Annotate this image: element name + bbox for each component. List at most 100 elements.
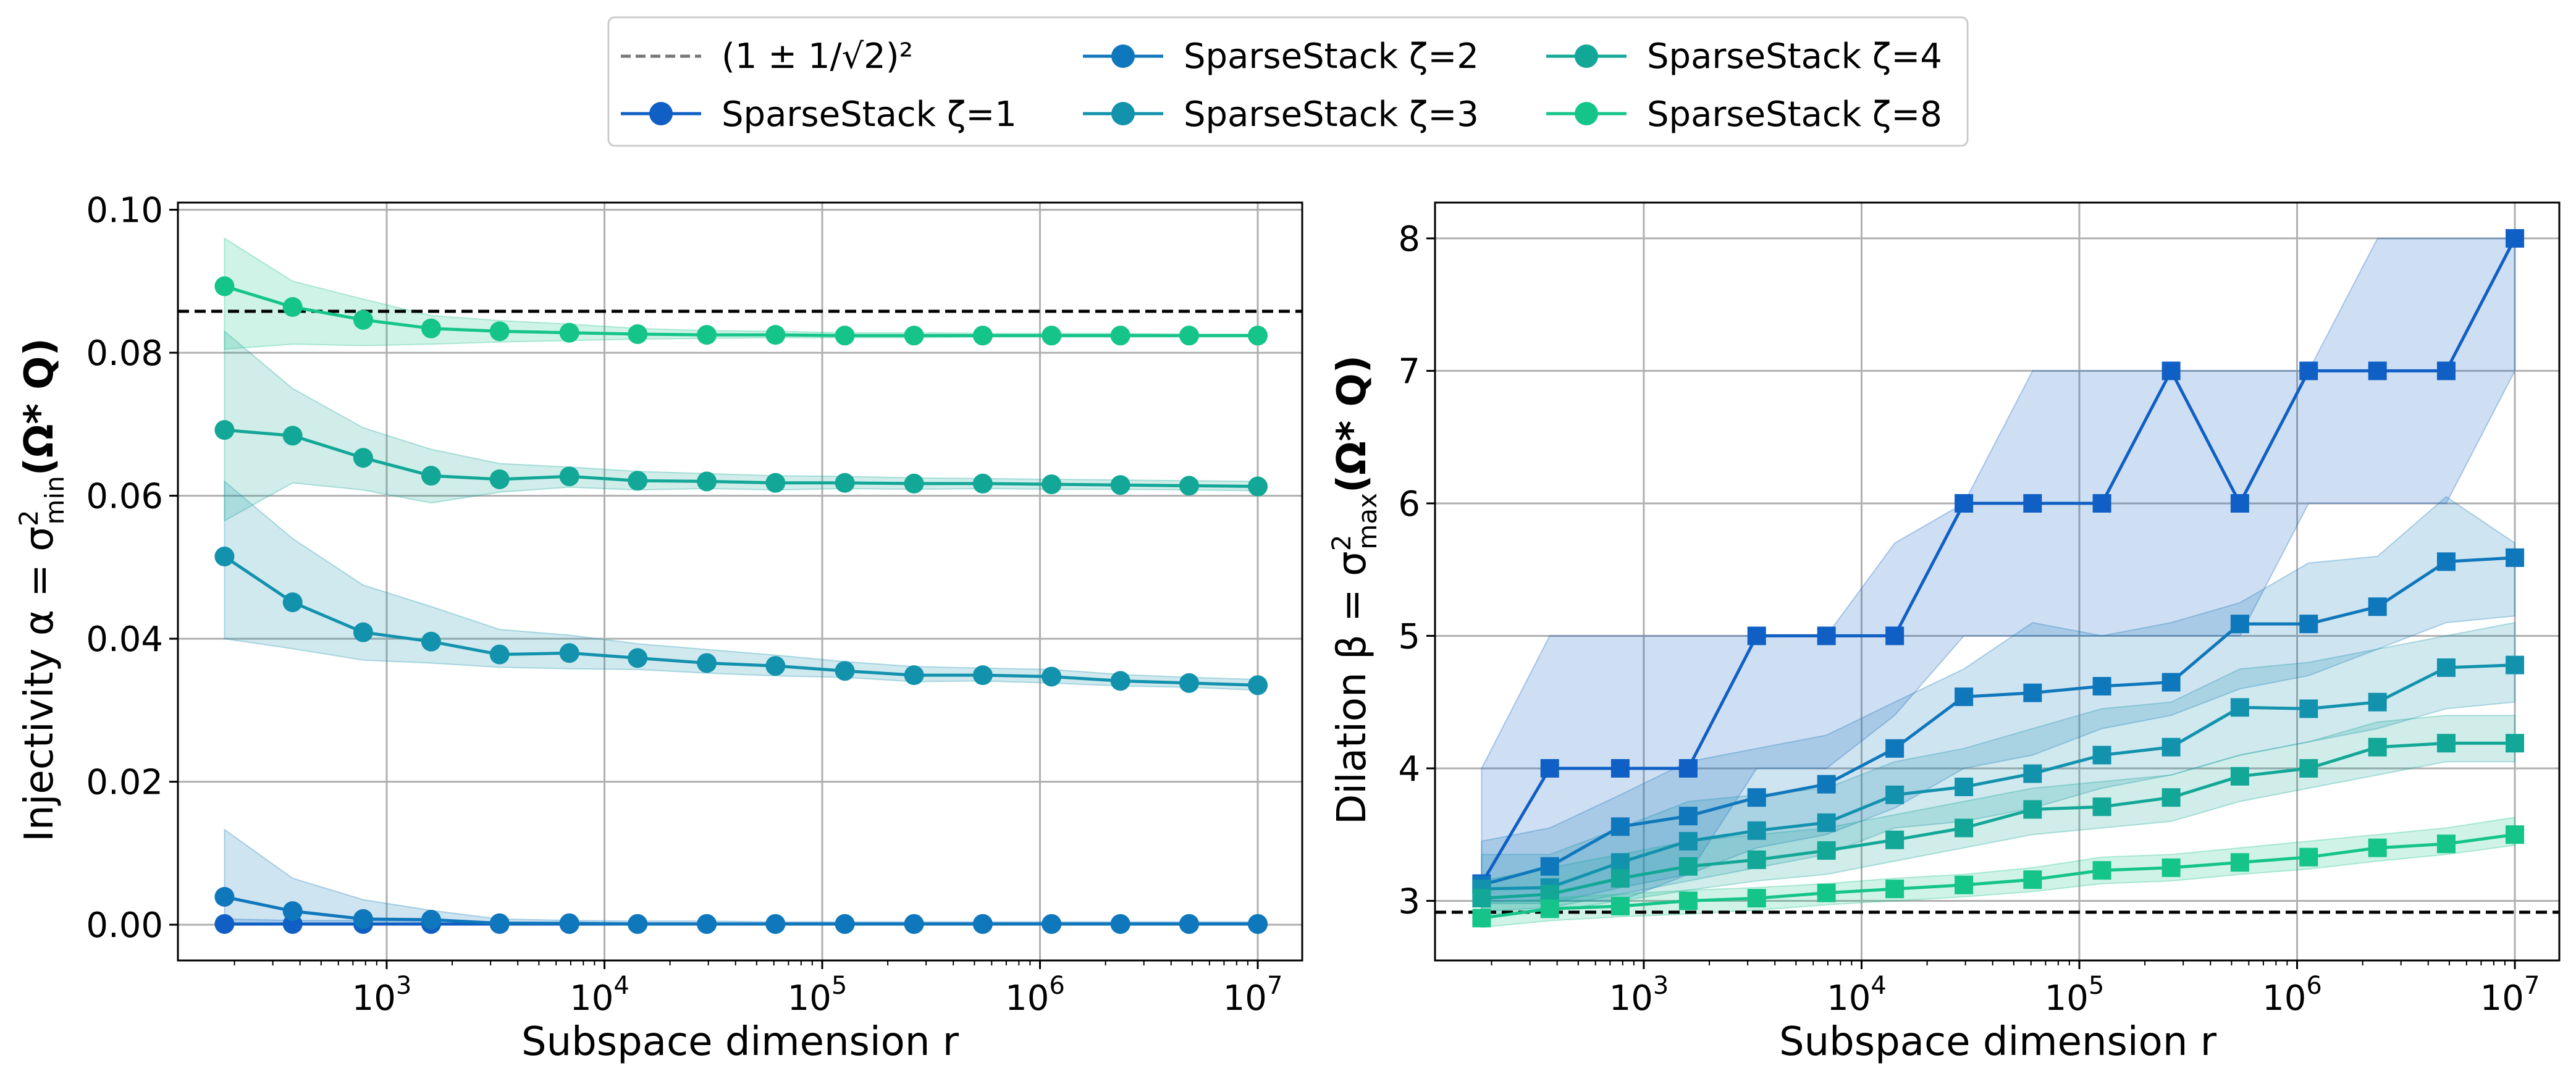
- dilation-point: [1678, 857, 1698, 876]
- injectivity-point: [353, 309, 373, 330]
- injectivity-point: [1179, 914, 1199, 934]
- dilation-point: [1747, 889, 1766, 908]
- legend-marker-zeta-8: [1575, 102, 1598, 125]
- dilation-point: [1817, 626, 1836, 645]
- injectivity-point: [214, 276, 235, 296]
- dilation-point: [1747, 821, 1766, 840]
- injectivity-point: [282, 297, 303, 317]
- dilation-point: [1885, 880, 1905, 899]
- injectivity-point: [1179, 673, 1199, 693]
- dilation-point: [2230, 767, 2249, 786]
- injectivity-point: [765, 656, 786, 676]
- injectivity-x-tick-label: 103: [352, 972, 412, 1019]
- injectivity-y-axis-label: Injectivity α = σ2min(Ω* Q): [14, 338, 70, 842]
- injectivity-point: [1042, 914, 1062, 934]
- injectivity-point: [559, 466, 579, 487]
- dilation-point: [2161, 673, 2181, 692]
- dilation-point: [1747, 626, 1766, 645]
- injectivity-point: [904, 665, 924, 686]
- injectivity-point: [353, 909, 373, 929]
- injectivity-point: [765, 325, 786, 345]
- dilation-point: [1885, 626, 1905, 645]
- dilation-point: [1540, 899, 1559, 918]
- injectivity-point: [1248, 914, 1268, 934]
- dilation-x-tick-label: 104: [1827, 972, 1887, 1019]
- dilation-y-tick-label: 7: [1398, 351, 1420, 392]
- injectivity-point: [835, 661, 855, 681]
- injectivity-line-series-4: [224, 285, 1258, 337]
- dilation-x-tick-label: 107: [2480, 972, 2540, 1019]
- legend-entry-zeta-4: SparseStack ζ=4: [1546, 36, 1942, 77]
- injectivity-point: [697, 914, 717, 934]
- dilation-point: [1817, 775, 1836, 794]
- dilation-point: [2368, 838, 2387, 857]
- legend-marker-zeta-3: [1111, 102, 1135, 125]
- dilation-point: [2299, 361, 2318, 380]
- dilation-point: [2092, 676, 2111, 695]
- injectivity-ticks: 0.00 0.02 0.04 0.06 0.08 0.10 103 104 105 106 107: [86, 191, 1282, 1019]
- dilation-point: [2299, 699, 2318, 718]
- injectivity-point: [1110, 914, 1130, 934]
- dilation-point: [1955, 818, 1974, 838]
- legend-marker-zeta-2: [1111, 44, 1135, 68]
- dilation-point: [2506, 825, 2525, 844]
- dilation-point: [1747, 788, 1766, 807]
- dilation-panel: 3 4 5 6 7 8 103 104 105 106 107 Subspace dimension…: [1326, 201, 2561, 1065]
- injectivity-point: [1110, 475, 1130, 495]
- dilation-point: [1610, 853, 1630, 872]
- dilation-point: [2436, 658, 2456, 677]
- dilation-lines: [1480, 237, 2517, 920]
- dilation-point: [2436, 734, 2456, 753]
- injectivity-point: [904, 473, 924, 494]
- injectivity-point: [765, 473, 786, 493]
- dilation-point: [2230, 615, 2249, 634]
- injectivity-point: [1179, 326, 1199, 346]
- injectivity-point: [1248, 675, 1268, 695]
- dilation-markers: [1472, 229, 2525, 928]
- dilation-point: [1678, 807, 1698, 826]
- dilation-point: [2436, 552, 2456, 571]
- injectivity-point: [421, 910, 441, 930]
- dilation-point: [1610, 869, 1630, 888]
- dilation-point: [1610, 758, 1630, 778]
- dilation-band-series-2: [1481, 621, 2515, 912]
- dilation-line-series-0: [1480, 237, 2517, 884]
- injectivity-markers: [214, 276, 1268, 934]
- injectivity-point: [765, 914, 786, 934]
- dilation-point: [2092, 861, 2111, 880]
- dilation-point: [2023, 494, 2042, 513]
- legend-label-zeta-4: SparseStack ζ=4: [1647, 36, 1942, 77]
- injectivity-point: [489, 913, 510, 933]
- dilation-point: [1955, 687, 1974, 707]
- dilation-point: [1955, 875, 1974, 894]
- legend-entry-zeta-1: SparseStack ζ=1: [621, 95, 1017, 135]
- legend-label-zeta-3: SparseStack ζ=3: [1184, 95, 1479, 135]
- dilation-y-tick-label: 4: [1398, 749, 1420, 789]
- dilation-point: [1885, 739, 1905, 758]
- dilation-point: [1955, 777, 1974, 796]
- injectivity-x-axis-label: Subspace dimension r: [521, 1019, 959, 1065]
- dilation-x-tick-label: 105: [2045, 972, 2105, 1019]
- legend-label-reference: (1 ± 1/√2)²: [722, 36, 913, 77]
- dilation-line-series-4: [1481, 833, 2515, 920]
- dilation-point: [1747, 850, 1766, 869]
- dilation-x-tick-label: 106: [2262, 972, 2322, 1019]
- injectivity-point: [697, 471, 717, 492]
- legend: (1 ± 1/√2)² SparseStack ζ=1 SparseStack …: [607, 16, 1969, 147]
- dilation-y-tick-label: 8: [1398, 219, 1420, 259]
- dilation-point: [1817, 841, 1836, 860]
- dilation-point: [2161, 858, 2181, 877]
- injectivity-point: [282, 426, 303, 446]
- dilation-line-series-2: [1481, 663, 2515, 891]
- injectivity-x-tick-label: 106: [1005, 972, 1065, 1019]
- dilation-point: [2230, 853, 2249, 872]
- dilation-point: [2161, 788, 2181, 807]
- injectivity-point: [972, 326, 993, 346]
- injectivity-point: [214, 546, 235, 566]
- injectivity-point: [421, 631, 441, 652]
- dilation-point: [2506, 655, 2525, 674]
- injectivity-y-tick-label: 0.08: [86, 334, 163, 374]
- injectivity-point: [697, 325, 717, 345]
- injectivity-lines: [224, 285, 1258, 926]
